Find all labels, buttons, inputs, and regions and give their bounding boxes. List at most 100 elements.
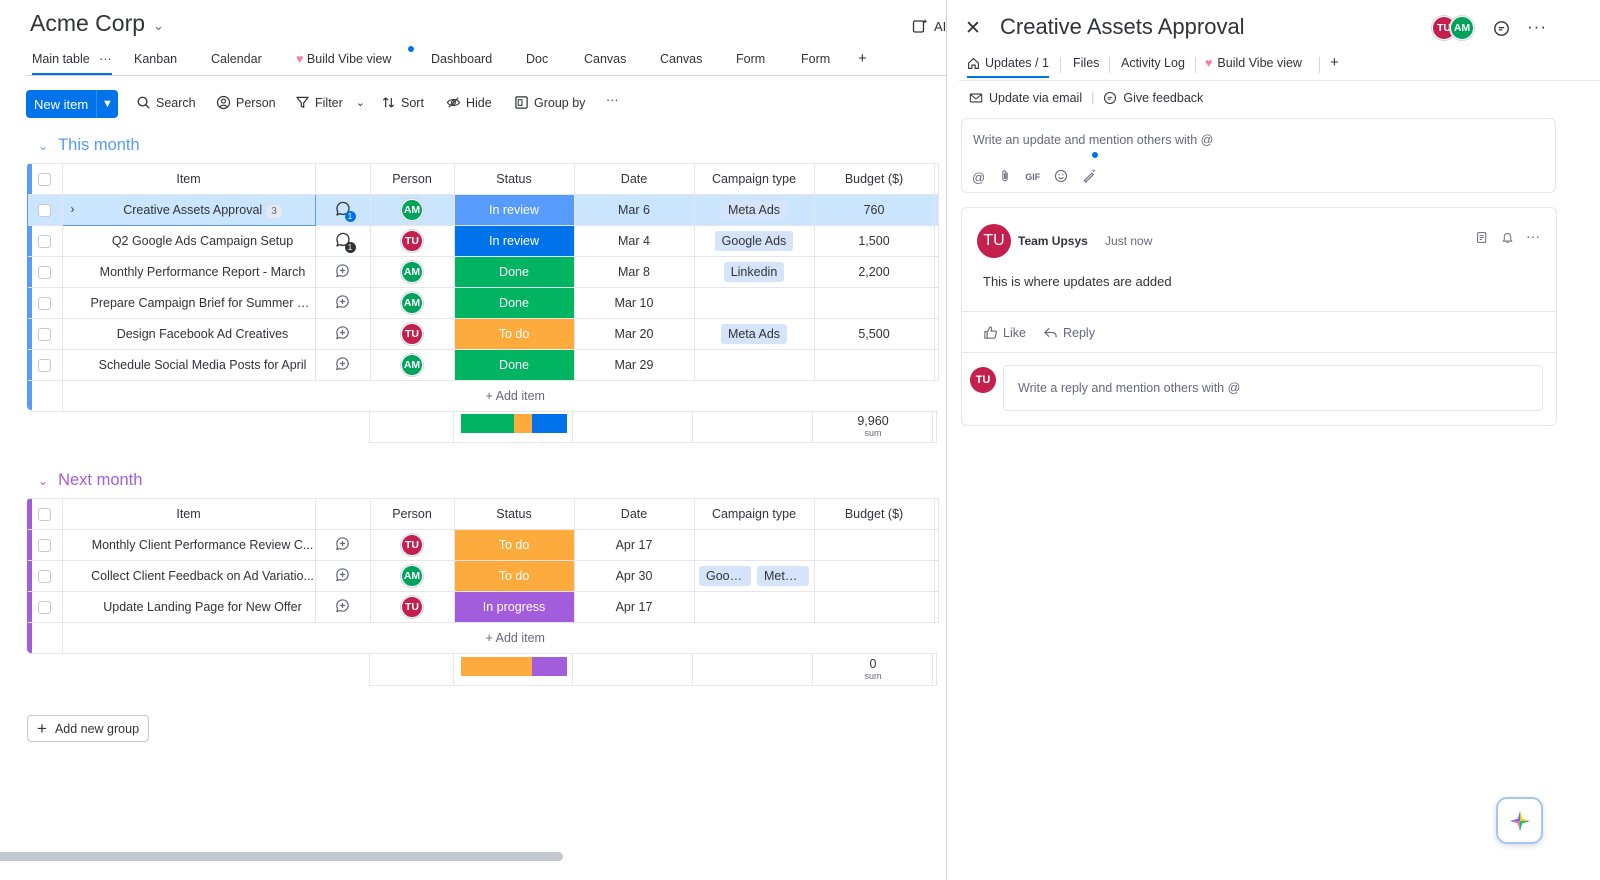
reply-button[interactable]: Reply: [1043, 325, 1095, 340]
attachment-icon[interactable]: [999, 169, 1011, 186]
more-options-icon[interactable]: ···: [1527, 17, 1547, 36]
updates-cell[interactable]: 1: [315, 225, 371, 257]
author-avatar[interactable]: TU: [977, 224, 1011, 258]
group-header-this-month[interactable]: ⌄ This month: [38, 136, 140, 155]
date-cell[interactable]: Mar 8: [574, 256, 695, 288]
tab-build-vibe-view[interactable]: ♥ Build Vibe view: [1205, 56, 1302, 70]
item-name-cell[interactable]: Monthly Performance Report - March: [62, 256, 316, 288]
add-item-input[interactable]: + Add item: [62, 622, 938, 654]
hide-button[interactable]: Hide: [446, 95, 492, 110]
item-name[interactable]: Collect Client Feedback on Ad Variatio..…: [91, 569, 314, 583]
row-checkbox[interactable]: [28, 591, 63, 623]
status-summary-segment[interactable]: [461, 657, 532, 676]
add-update-icon[interactable]: [334, 597, 351, 617]
item-name-cell[interactable]: Q2 Google Ads Campaign Setup: [62, 225, 316, 257]
person-cell[interactable]: AM: [370, 194, 455, 226]
close-icon[interactable]: ✕: [965, 18, 981, 39]
update-editor[interactable]: Write an update and mention others with …: [961, 118, 1556, 193]
item-name-cell[interactable]: Prepare Campaign Brief for Summer S...: [62, 287, 316, 319]
person-cell[interactable]: TU: [370, 225, 455, 257]
more-options-button[interactable]: ···: [606, 93, 619, 107]
budget-cell[interactable]: [814, 591, 935, 623]
campaign-type-cell[interactable]: Google Ads: [694, 225, 815, 257]
search-button[interactable]: Search: [136, 95, 196, 110]
person-cell[interactable]: TU: [370, 318, 455, 350]
column-header-budget[interactable]: Budget ($): [814, 498, 935, 530]
row-checkbox[interactable]: [28, 349, 63, 381]
add-item-input[interactable]: + Add item: [62, 380, 938, 412]
add-update-icon[interactable]: [334, 566, 351, 586]
add-update-icon[interactable]: [334, 355, 351, 375]
update-via-email-link[interactable]: Update via email: [989, 91, 1083, 105]
budget-cell[interactable]: 2,200: [814, 256, 935, 288]
row-checkbox[interactable]: [28, 318, 63, 350]
table-row[interactable]: Prepare Campaign Brief for Summer S... AM…: [28, 287, 939, 319]
table-row[interactable]: Design Facebook Ad Creatives TU To do Mar 2…: [28, 318, 939, 350]
add-item-row[interactable]: + Add item: [28, 380, 938, 412]
status-summary-segment[interactable]: [461, 414, 514, 433]
chat-icon[interactable]: [1493, 20, 1510, 42]
ai-writer-icon[interactable]: [1082, 152, 1099, 186]
tab-calendar[interactable]: Calendar: [211, 52, 262, 66]
date-cell[interactable]: Mar 10: [574, 287, 695, 319]
tab-kanban[interactable]: Kanban: [134, 52, 178, 66]
row-checkbox[interactable]: [28, 194, 63, 226]
give-feedback-link[interactable]: Give feedback: [1123, 91, 1204, 105]
column-header-item[interactable]: Item: [62, 163, 316, 195]
filter-button[interactable]: Filter ⌄: [295, 95, 365, 110]
campaign-type-cell[interactable]: [694, 349, 815, 381]
group-by-button[interactable]: Group by: [514, 95, 585, 110]
table-row[interactable]: Monthly Client Performance Review C... TU…: [28, 529, 939, 561]
status-cell[interactable]: Done: [454, 349, 575, 381]
item-name-cell[interactable]: Design Facebook Ad Creatives: [62, 318, 316, 350]
checkbox[interactable]: [38, 601, 52, 615]
tab-more-icon[interactable]: ···: [99, 52, 112, 66]
conversation-icon[interactable]: 1: [334, 231, 356, 253]
item-name-cell[interactable]: Collect Client Feedback on Ad Variatio..…: [62, 560, 316, 592]
table-row[interactable]: › Creative Assets Approval 3 1 AM In review Ma…: [28, 194, 939, 226]
status-summary-bar[interactable]: [461, 657, 567, 676]
item-name[interactable]: Creative Assets Approval: [123, 203, 263, 217]
select-all-checkbox[interactable]: [28, 498, 63, 530]
add-update-icon[interactable]: [334, 324, 351, 344]
chevron-down-icon[interactable]: ▼: [96, 90, 118, 118]
person-cell[interactable]: AM: [370, 287, 455, 319]
status-summary-segment[interactable]: [531, 657, 567, 676]
row-checkbox[interactable]: [28, 560, 63, 592]
checkbox[interactable]: [38, 328, 52, 342]
item-name-cell[interactable]: Monthly Client Performance Review C...: [62, 529, 316, 561]
sort-button[interactable]: Sort: [381, 95, 424, 110]
item-name-cell[interactable]: › Creative Assets Approval 3: [61, 194, 316, 226]
column-header-status[interactable]: Status: [454, 163, 575, 195]
column-header-item[interactable]: Item: [62, 498, 316, 530]
chevron-down-icon[interactable]: ⌄: [38, 473, 49, 488]
more-options-icon[interactable]: ···: [1526, 228, 1540, 244]
updates-cell[interactable]: [315, 560, 371, 592]
bell-icon[interactable]: [1501, 231, 1514, 247]
tab-form[interactable]: Form: [736, 52, 766, 66]
person-filter-button[interactable]: Person: [216, 95, 276, 110]
checkbox[interactable]: [38, 297, 52, 311]
date-cell[interactable]: Mar 4: [574, 225, 695, 257]
updates-cell[interactable]: [315, 349, 371, 381]
date-cell[interactable]: Mar 6: [574, 194, 695, 226]
budget-cell[interactable]: [814, 287, 935, 319]
budget-cell[interactable]: [814, 560, 935, 592]
reply-input[interactable]: Write a reply and mention others with @: [1003, 365, 1543, 411]
add-new-group-button[interactable]: + Add new group: [27, 715, 149, 742]
subscribers-avatars[interactable]: TU AM: [1432, 16, 1474, 40]
checkbox[interactable]: [38, 539, 52, 553]
add-view-button[interactable]: +: [858, 50, 867, 67]
chevron-down-icon[interactable]: ⌄: [355, 97, 365, 109]
budget-cell[interactable]: 5,500: [814, 318, 935, 350]
status-cell[interactable]: To do: [454, 529, 575, 561]
updates-cell[interactable]: [315, 256, 371, 288]
chevron-down-icon[interactable]: ⌄: [38, 138, 49, 153]
tab-form[interactable]: Form: [801, 52, 831, 66]
budget-cell[interactable]: [814, 349, 935, 381]
column-header-person[interactable]: Person: [370, 498, 455, 530]
item-name-cell[interactable]: Schedule Social Media Posts for April: [62, 349, 316, 381]
column-header-date[interactable]: Date: [574, 163, 695, 195]
table-row[interactable]: Update Landing Page for New Offer TU In pr…: [28, 591, 939, 623]
date-cell[interactable]: Mar 20: [574, 318, 695, 350]
